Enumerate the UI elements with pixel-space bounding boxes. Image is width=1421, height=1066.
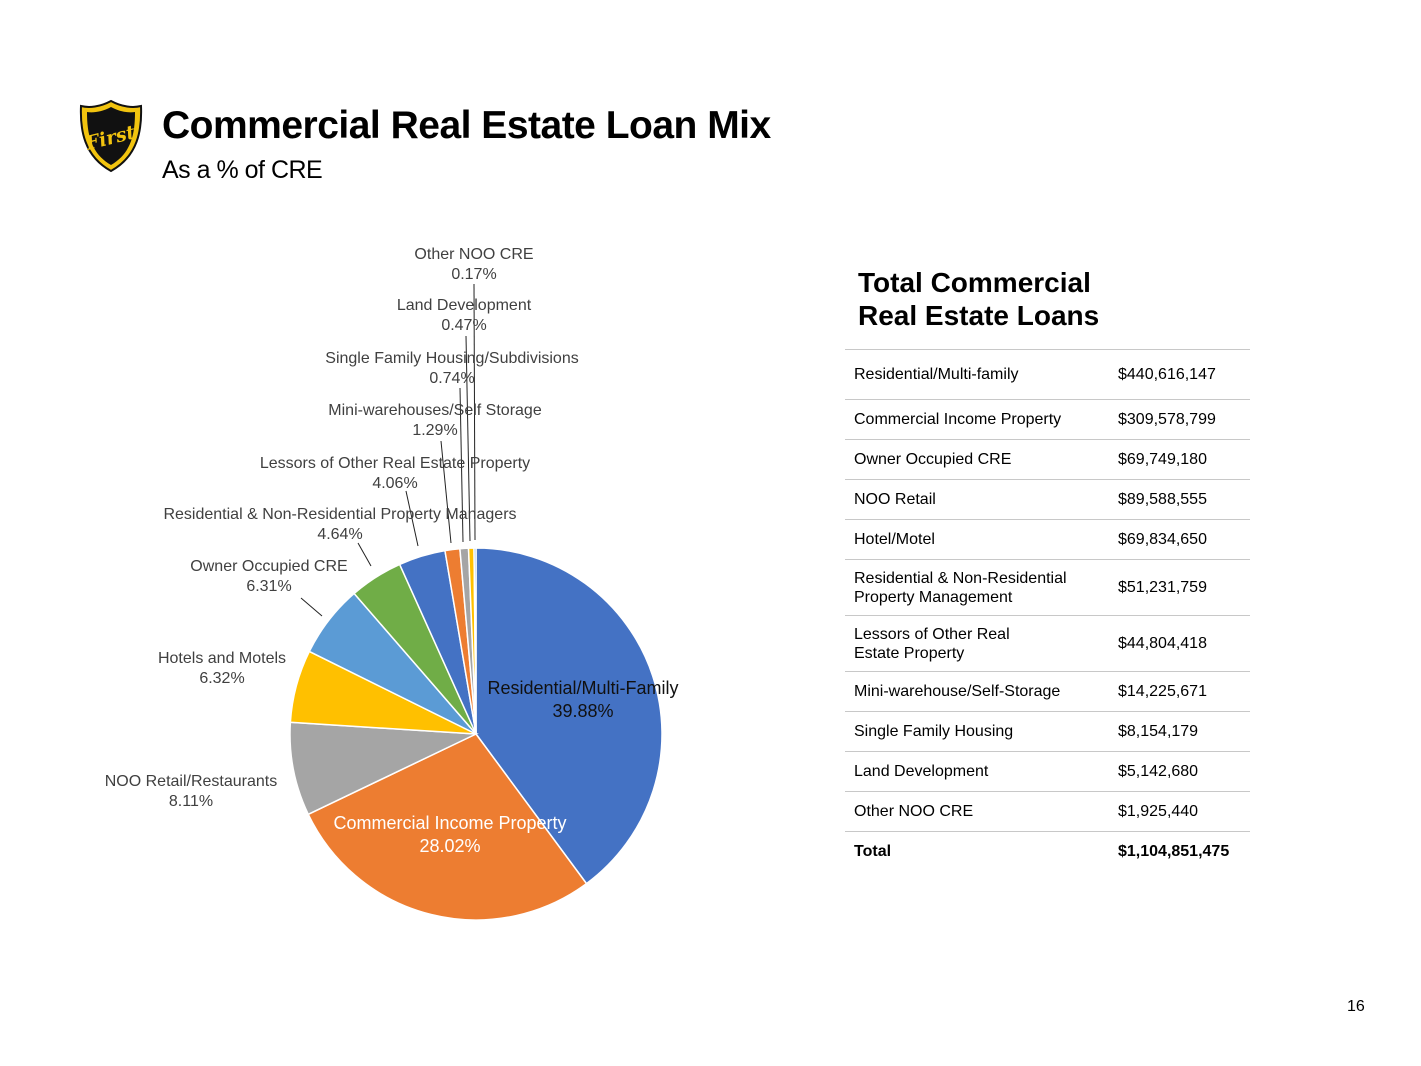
company-logo-shield: First <box>79 99 143 173</box>
cre-loans-table: Residential/Multi-family $440,616,147 Comm… <box>845 349 1250 872</box>
row-label: Lessors of Other Real Estate Property <box>854 625 1010 662</box>
row-amount: $309,578,799 <box>1118 411 1216 428</box>
row-label: Commercial Income Property <box>854 411 1062 428</box>
pie-slice <box>475 547 663 885</box>
pie-slice <box>289 721 479 816</box>
row-label: Mini-warehouse/Self-Storage <box>854 683 1061 700</box>
page-subtitle: As a % of CRE <box>162 156 323 184</box>
cre-loan-mix-pie-chart: Residential/Multi-Family 39.88% Commercial… <box>105 246 679 921</box>
leader-line <box>459 387 464 543</box>
leader-line <box>300 597 323 617</box>
slice-label: Residential & Non-Residential Property M… <box>163 506 516 543</box>
table-title-line2: Real Estate Loans <box>858 300 1100 331</box>
slice-label: NOO Retail/Restaurants 8.11% <box>105 773 278 810</box>
row-label: Residential/Multi-family <box>854 366 1019 383</box>
table-row: Owner Occupied CRE $69,749,180 <box>845 439 1250 480</box>
table-row: Single Family Housing $8,154,179 <box>845 711 1250 752</box>
row-amount: $69,834,650 <box>1118 531 1207 548</box>
slice-label: Land Development 0.47% <box>397 297 532 334</box>
row-amount: $5,142,680 <box>1118 763 1199 780</box>
row-label: Hotel/Motel <box>854 531 935 548</box>
leader-line <box>473 283 476 541</box>
row-label: Single Family Housing <box>854 723 1014 740</box>
row-label: Owner Occupied CRE <box>854 451 1012 468</box>
row-label: Residential & Non-Residential Property Ma… <box>854 569 1067 606</box>
row-amount: $1,925,440 <box>1118 803 1199 820</box>
table-title-line1: Total Commercial <box>858 267 1091 298</box>
pie-slice <box>307 733 588 921</box>
row-amount: $14,225,671 <box>1118 683 1207 700</box>
table-row: Hotel/Motel $69,834,650 <box>845 519 1250 560</box>
slice-label: Lessors of Other Real Estate Property 4.0… <box>260 455 530 492</box>
leader-line <box>440 440 452 544</box>
slice-label: Mini-warehouses/Self Storage 1.29% <box>328 402 542 439</box>
pie-slice <box>473 547 477 735</box>
slice-label: Commercial Income Property 28.02% <box>333 813 566 856</box>
page-number: 16 <box>1347 998 1365 1015</box>
table-row: Commercial Income Property $309,578,799 <box>845 399 1250 440</box>
page-title: Commercial Real Estate Loan Mix <box>162 104 771 147</box>
table-total-row: Total $1,104,851,475 <box>845 831 1250 872</box>
row-amount: $44,804,418 <box>1118 635 1207 652</box>
slice-label: Other NOO CRE 0.17% <box>414 246 533 283</box>
total-label: Total <box>854 843 892 861</box>
leader-line <box>465 335 471 542</box>
row-amount: $440,616,147 <box>1118 366 1216 383</box>
leader-line <box>357 542 372 567</box>
row-label: NOO Retail <box>854 491 936 508</box>
table-row: Land Development $5,142,680 <box>845 751 1250 792</box>
slice-label: Hotels and Motels 6.32% <box>158 650 286 687</box>
row-amount: $69,749,180 <box>1118 451 1207 468</box>
table-title: Total Commercial Real Estate Loans <box>858 266 1099 332</box>
slice-label: Owner Occupied CRE 6.31% <box>190 558 347 595</box>
total-amount: $1,104,851,475 <box>1118 843 1230 861</box>
row-label: Other NOO CRE <box>854 803 974 820</box>
slice-label: Single Family Housing/Subdivisions 0.74% <box>325 350 578 387</box>
table-row: Mini-warehouse/Self-Storage $14,225,671 <box>845 671 1250 712</box>
slice-label: Residential/Multi-Family 39.88% <box>487 678 678 721</box>
leader-line <box>405 490 419 547</box>
table-row: Other NOO CRE $1,925,440 <box>845 791 1250 832</box>
table-row: Residential/Multi-family $440,616,147 <box>845 349 1250 400</box>
row-amount: $8,154,179 <box>1118 723 1199 740</box>
table-row: Lessors of Other Real Estate Property $44,… <box>845 615 1250 672</box>
row-amount: $89,588,555 <box>1118 491 1207 508</box>
table-row: NOO Retail $89,588,555 <box>845 479 1250 520</box>
table-row: Residential & Non-Residential Property Ma… <box>845 559 1250 616</box>
row-label: Land Development <box>854 763 989 780</box>
row-amount: $51,231,759 <box>1118 579 1207 596</box>
